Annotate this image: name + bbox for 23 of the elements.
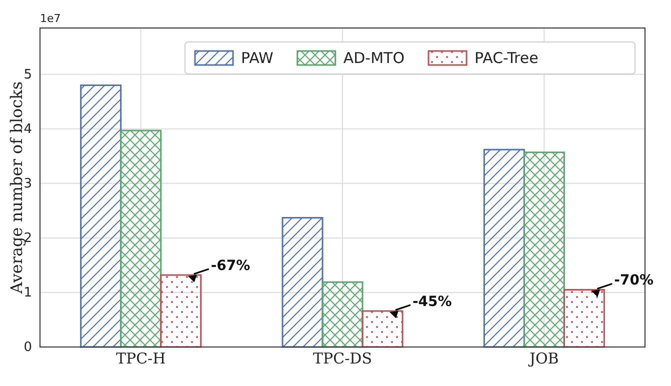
annotation: -45% [412, 294, 452, 310]
x-tick-label: TPC-H [116, 350, 166, 368]
bar [483, 148, 525, 348]
x-tick-label: TPC-DS [313, 350, 372, 368]
y-tick-label: 3 [24, 176, 32, 192]
bar [563, 288, 605, 348]
annotation: -67% [210, 258, 250, 274]
y-tick-label: 1 [24, 286, 32, 301]
bar [120, 130, 162, 348]
bar [282, 217, 324, 348]
text: 1e7 [40, 12, 61, 25]
legend-label: PAW [241, 49, 274, 67]
bar [322, 281, 364, 348]
y-tick-label: 0 [24, 340, 32, 356]
y-tick-label: 5 [24, 68, 32, 83]
legend-label: PAC-Tree [474, 49, 538, 67]
bar [160, 274, 202, 348]
legend-label: AD-MTO [343, 49, 404, 67]
bar [523, 152, 565, 348]
x-tick-label: JOB [527, 350, 559, 368]
bar [362, 310, 404, 348]
y-tick-label: 4 [24, 122, 32, 138]
bar [80, 84, 122, 348]
